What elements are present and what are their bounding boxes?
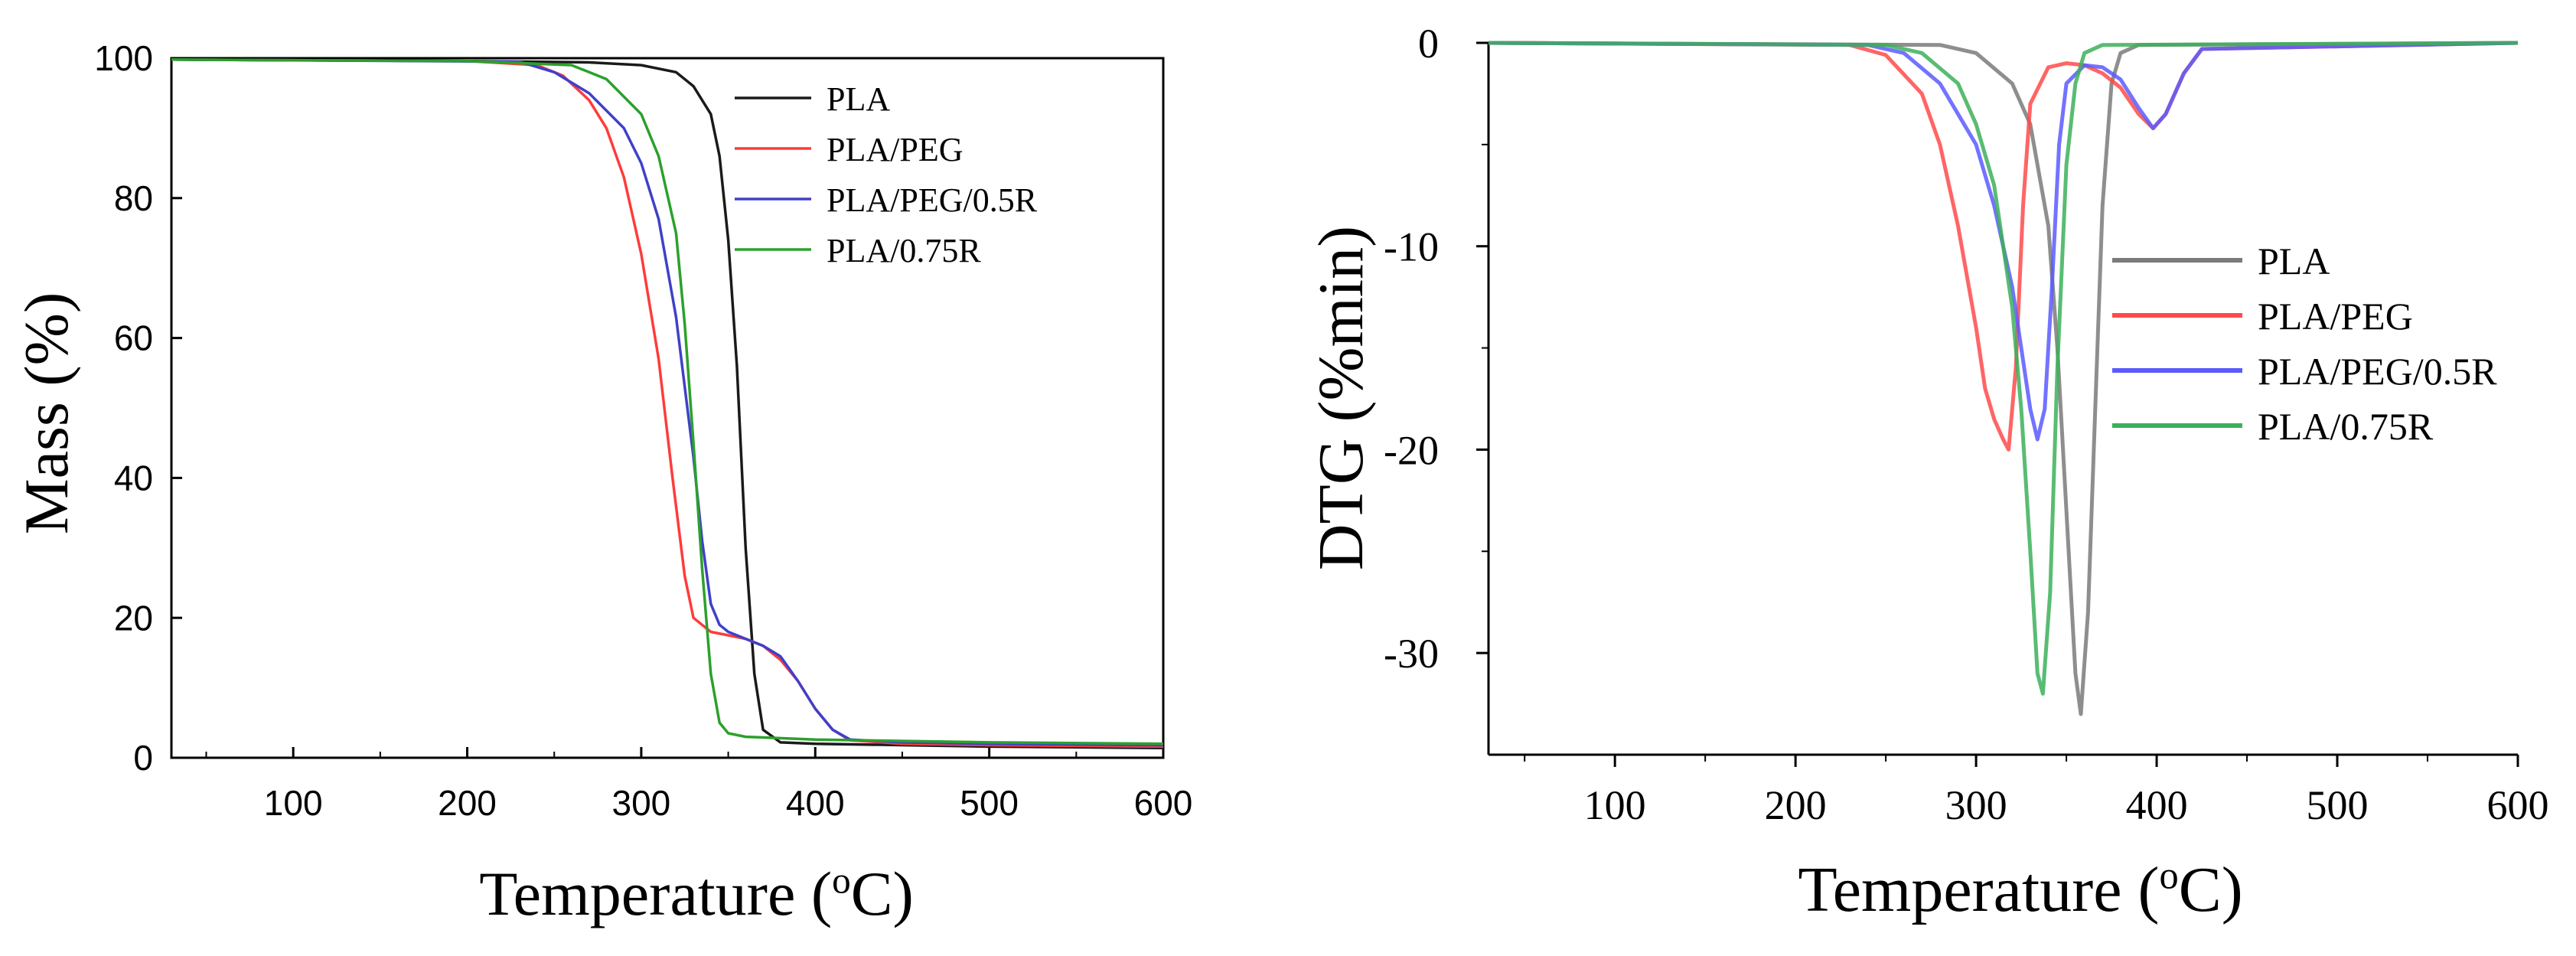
legend-label: PLA/PEG: [2258, 295, 2413, 338]
y-tick-label: -20: [1384, 427, 1439, 473]
y-tick-label: 20: [114, 598, 153, 638]
legend-label: PLA: [2258, 240, 2330, 282]
series-line-pla-peg: [171, 58, 1164, 749]
y-tick-label: 0: [133, 738, 153, 778]
legend-label: PLA/0.75R: [2258, 405, 2434, 448]
legend-label: PLA/PEG/0.5R: [827, 181, 1038, 219]
x-axis-label: Temperature (oC): [479, 859, 914, 928]
y-axis-label: DTG (%min): [1306, 226, 1377, 570]
x-tick-label: 200: [438, 783, 497, 823]
y-tick-label: 0: [1418, 21, 1439, 67]
tga-chart: 100 200 300 400 500 600 0 20 40 60 80 100 PLA PLA/PEG…: [11, 38, 1192, 928]
x-tick-label: 200: [1765, 782, 1827, 828]
y-tick-label: 80: [114, 178, 153, 218]
x-axis-label-unit: C): [2179, 854, 2243, 925]
x-axis-label-unit: C): [851, 859, 914, 928]
series-line-pla-0-75r: [171, 58, 1164, 746]
x-tick-label: 600: [1134, 783, 1193, 823]
x-axis-label-text: Temperature (: [1798, 854, 2159, 925]
plot-frame: [170, 57, 1165, 759]
y-tick-label: -10: [1384, 224, 1439, 270]
x-axis-label-sup: o: [2159, 854, 2178, 897]
series-line-pla-peg-0-5r: [171, 58, 1164, 747]
y-tick-label: 60: [114, 318, 153, 358]
x-tick-label: 300: [612, 783, 671, 823]
legend-label: PLA: [827, 80, 890, 118]
x-tick-label: 400: [2126, 782, 2188, 828]
x-axis-label-text: Temperature (: [479, 859, 832, 928]
dtg-chart: 100 200 300 400 500 600 0 -10 -20 -30 PLA PLA/PEG PL…: [1306, 21, 2549, 925]
x-tick-label: 400: [786, 783, 845, 823]
y-axis-label: Mass (%): [11, 292, 81, 535]
y-tick-label: -30: [1384, 631, 1439, 677]
legend-label: PLA/PEG: [827, 131, 963, 168]
x-tick-label: 500: [960, 783, 1019, 823]
x-axis-label: Temperature (oC): [1798, 854, 2242, 925]
legend-label: PLA/PEG/0.5R: [2258, 350, 2497, 393]
x-axis-label-sup: o: [832, 859, 851, 901]
x-tick-label: 100: [264, 783, 323, 823]
x-tick-label: 600: [2487, 782, 2549, 828]
legend-label: PLA/0.75R: [827, 232, 981, 269]
x-tick-label: 500: [2307, 782, 2369, 828]
y-tick-label: 100: [94, 38, 153, 78]
series-line-pla: [171, 58, 1164, 749]
x-tick-label: 300: [1945, 782, 2007, 828]
series-line-pla-0-75r: [1488, 41, 2519, 696]
x-tick-label: 100: [1584, 782, 1646, 828]
series-line-pla-peg-0-5r: [1488, 41, 2519, 442]
y-tick-label: 40: [114, 458, 153, 498]
